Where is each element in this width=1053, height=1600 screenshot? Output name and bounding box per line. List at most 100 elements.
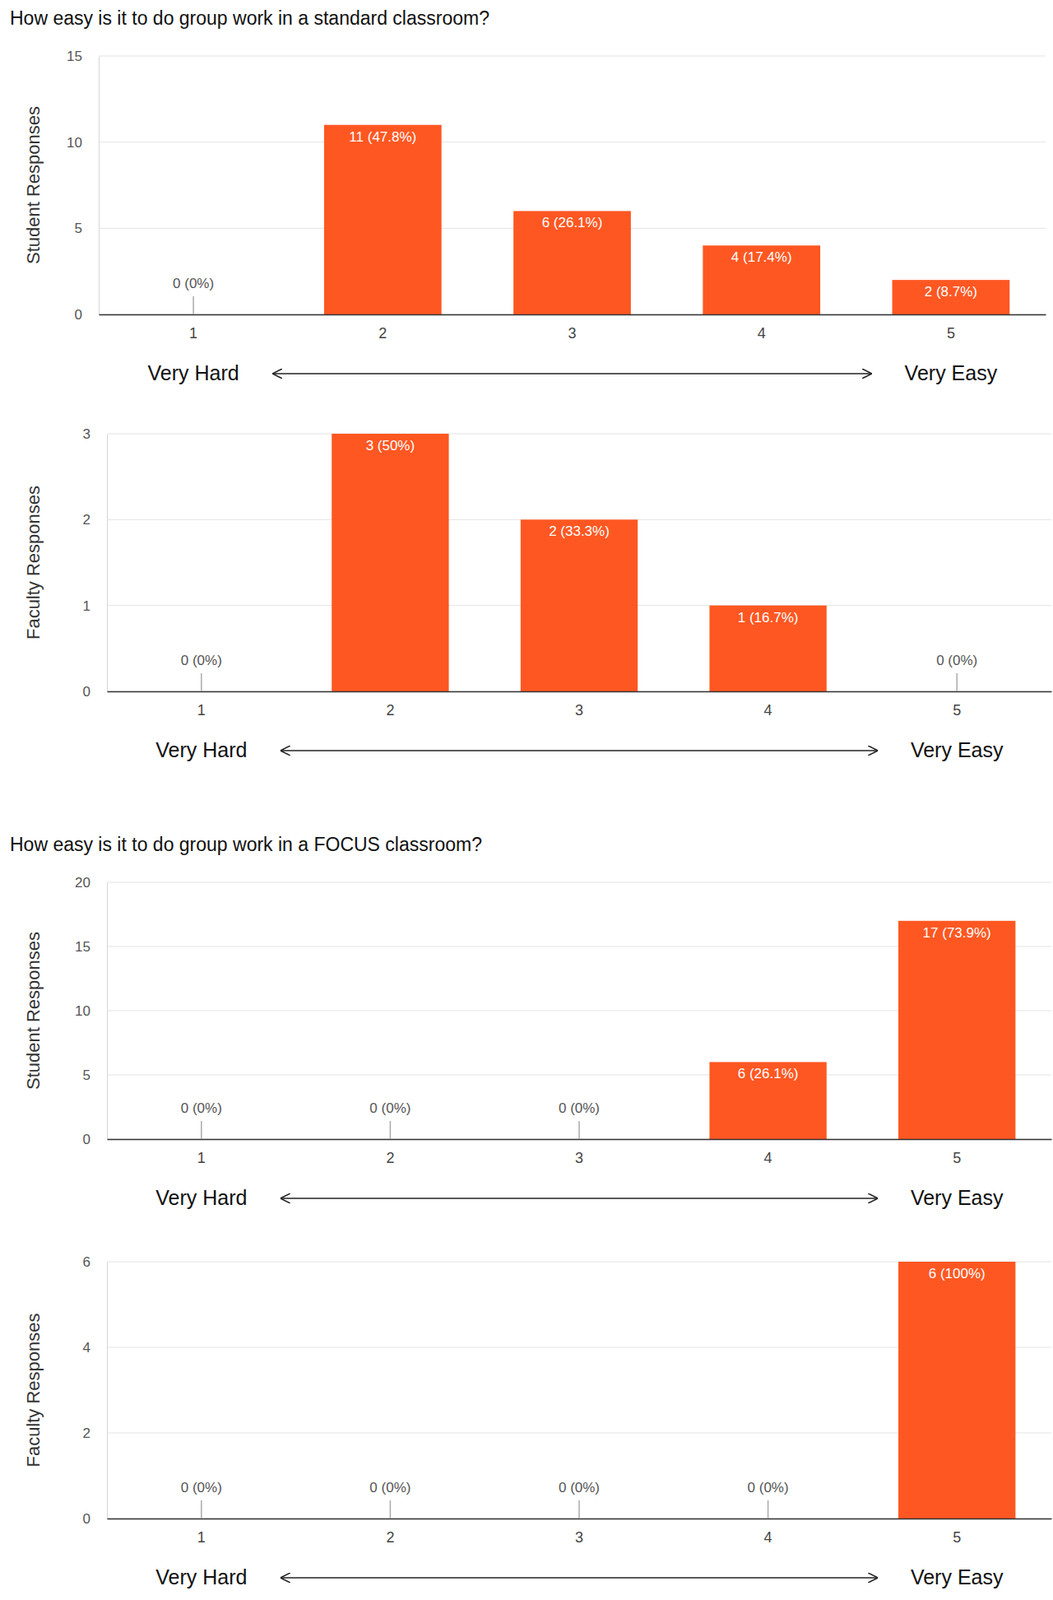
y-tick: 2: [83, 1424, 107, 1441]
x-tick: 5: [952, 1138, 961, 1166]
y-axis-line: [106, 1261, 108, 1519]
x-tick: 3: [575, 1517, 584, 1545]
grid-line: [98, 55, 1046, 57]
x-tick-label: 2: [385, 1528, 395, 1545]
y-tick: 10: [74, 1002, 107, 1019]
bar: [513, 210, 631, 315]
bar: [898, 920, 1016, 1139]
x-tick: 5: [946, 314, 956, 342]
y-axis-line: [106, 434, 108, 692]
scale-annotation: Very Hard: [148, 361, 240, 385]
y-tick-label: 0: [83, 683, 91, 700]
x-axis: 12345: [107, 1138, 1053, 1166]
x-tick-label: 5: [952, 1528, 961, 1545]
scale-arrow: [280, 1196, 878, 1198]
x-axis-line: [99, 314, 1047, 316]
y-tick: 0: [74, 306, 99, 323]
x-tick-label: 4: [764, 701, 773, 719]
y-tick: 3: [83, 426, 107, 442]
y-tick-label: 0: [83, 1510, 91, 1527]
zero-stub: [578, 1120, 580, 1139]
y-tick: 5: [83, 1066, 107, 1083]
y-tick-label: 2: [83, 511, 91, 528]
x-tick-label: 3: [575, 701, 584, 719]
x-tick-label: 3: [575, 1528, 584, 1545]
zero-stub: [200, 1120, 203, 1139]
y-tick-label: 6: [83, 1253, 91, 1270]
data-label: 4 (17.4%): [731, 249, 793, 265]
x-tick-label: 4: [757, 324, 766, 342]
y-tick-label: 15: [74, 938, 91, 955]
y-tick-label: 2: [83, 1424, 91, 1441]
y-axis: 0 1 2 3: [83, 426, 108, 700]
y-tick: 0: [83, 683, 107, 700]
scale-arrow: [280, 749, 878, 751]
data-label: 0 (0%): [936, 652, 978, 668]
x-tick-label: 3: [567, 324, 576, 342]
y-axis-line: [98, 56, 100, 316]
x-tick-label: 5: [946, 324, 956, 342]
data-label: 17 (73.9%): [923, 924, 992, 941]
y-tick-label: 0: [74, 306, 83, 323]
scale-annotation: Very Easy: [904, 361, 998, 385]
y-tick: 2: [83, 511, 107, 528]
x-axis-line: [107, 1138, 1053, 1140]
scale-annotation: Very Easy: [910, 1185, 1004, 1209]
data-label: 0 (0%): [747, 1479, 789, 1495]
y-tick-label: 20: [74, 874, 91, 891]
grid: [106, 1261, 1052, 1518]
x-tick: 2: [385, 1517, 395, 1545]
x-tick-label: 5: [952, 1149, 961, 1166]
zero-stub: [767, 1499, 770, 1518]
scale-arrow: [280, 1576, 878, 1578]
zero-stub: [200, 1499, 203, 1518]
x-tick-label: 5: [952, 701, 961, 719]
data-label: 0 (0%): [369, 1099, 411, 1116]
x-tick-label: 2: [385, 701, 395, 719]
x-tick: 4: [764, 1138, 773, 1166]
grid: [98, 55, 1046, 315]
x-tick: 1: [197, 1138, 206, 1166]
data-label: 6 (100%): [928, 1265, 986, 1281]
bars: [898, 1261, 1016, 1518]
y-tick: 15: [74, 938, 107, 955]
data-label: 0 (0%): [180, 1099, 223, 1116]
data-label: 3 (50%): [366, 437, 416, 454]
data-labels: 0 (0%)11 (47.8%)6 (26.1%)4 (17.4%)2 (8.7…: [172, 129, 978, 315]
y-tick-label: 3: [83, 426, 91, 442]
y-axis-title: Faculty Responses: [23, 1312, 44, 1466]
x-tick: 1: [197, 1517, 206, 1545]
y-tick: 5: [74, 220, 99, 237]
x-tick-label: 1: [189, 324, 198, 342]
y-tick: 6: [83, 1253, 107, 1270]
scale-annotation: Very Hard: [155, 1185, 247, 1209]
y-axis-title: Student Responses: [23, 931, 44, 1090]
chart: How easy is it to do group work in a sta…: [9, 7, 1047, 385]
data-labels: 0 (0%)0 (0%)0 (0%)6 (26.1%)17 (73.9%): [180, 924, 992, 1139]
data-labels: 0 (0%)3 (50%)2 (33.3%)1 (16.7%)0 (0%): [180, 437, 978, 692]
y-axis-line: [106, 882, 108, 1140]
y-tick-label: 10: [74, 1002, 91, 1019]
x-tick-label: 1: [197, 701, 206, 719]
zero-stub: [578, 1499, 580, 1518]
grid-line: [106, 433, 1052, 435]
zero-stub: [389, 1499, 392, 1518]
bar: [709, 605, 826, 692]
data-label: 0 (0%): [369, 1479, 411, 1495]
x-tick: 5: [952, 1517, 961, 1545]
x-axis: 12345: [107, 1517, 1053, 1545]
y-tick: 20: [74, 874, 107, 891]
y-tick: 1: [83, 598, 107, 614]
x-tick-label: 1: [197, 1528, 206, 1545]
chart: 0246123450 (0%)0 (0%)0 (0%)0 (0%)6 (100%…: [23, 1253, 1053, 1588]
x-tick: 4: [757, 314, 766, 342]
y-tick-label: 5: [83, 1066, 91, 1083]
y-tick-label: 5: [74, 220, 83, 237]
x-tick: 2: [385, 1138, 395, 1166]
zero-stub: [389, 1120, 392, 1139]
x-tick: 1: [197, 691, 206, 719]
data-label: 0 (0%): [180, 652, 223, 668]
bar: [324, 125, 442, 315]
x-tick: 3: [567, 314, 576, 342]
y-axis: 051015: [66, 48, 99, 323]
